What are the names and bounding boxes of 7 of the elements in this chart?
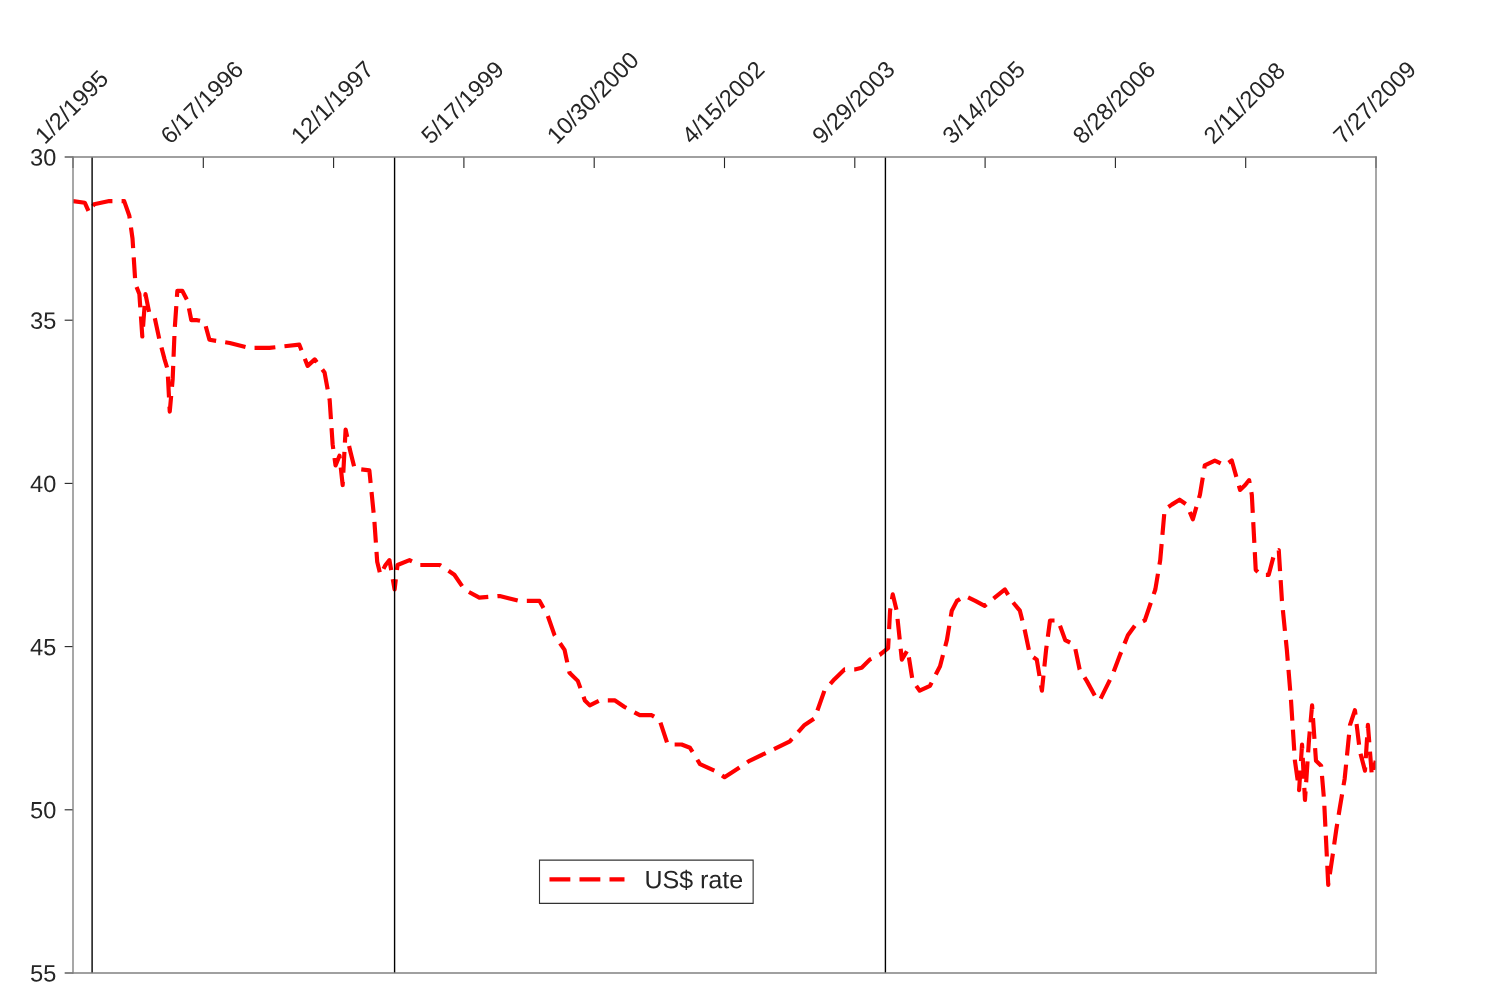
- y-tick-label: 45: [30, 638, 56, 656]
- y-tick-label: 30: [30, 149, 56, 166]
- legend-label: US$ rate: [646, 869, 743, 890]
- y-tick-label: 55: [31, 965, 56, 982]
- y-tick-label: 50: [31, 801, 56, 819]
- y-tick-label: 35: [30, 312, 56, 329]
- y-tick-label: 40: [30, 475, 56, 493]
